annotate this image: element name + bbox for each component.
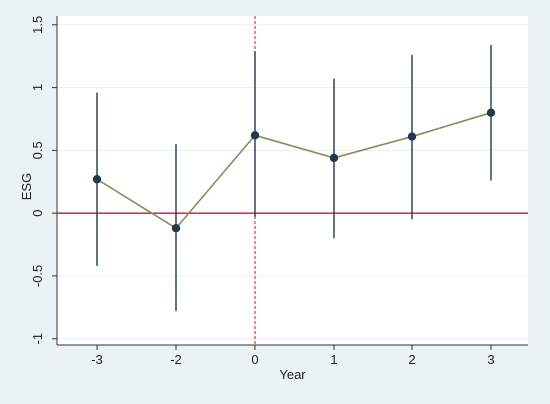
x-tick-label: 1: [330, 352, 337, 367]
estimate-point-1: [171, 224, 181, 233]
plot-area: [57, 16, 528, 345]
y-tick-label: -0.5: [30, 265, 45, 287]
estimate-point-0: [92, 175, 102, 184]
y-axis-title: ESG: [19, 173, 34, 200]
series: [92, 44, 496, 312]
y-tick-label: 1: [30, 84, 45, 91]
estimate-connector-line: [96, 111, 492, 230]
x-tick-label: 3: [487, 352, 494, 367]
axes: -1 -0.5 0 0.5 1 1.5 -3 -2 0 1 2 3: [30, 16, 528, 367]
estimate-point-3: [329, 153, 339, 163]
x-axis-title: Year: [279, 367, 306, 382]
y-tick-label: 0: [30, 210, 45, 217]
y-tick-label: -1: [30, 333, 45, 345]
reference-lines: [57, 16, 528, 345]
x-tick-label: 2: [408, 352, 415, 367]
x-tick-label: -3: [91, 352, 103, 367]
y-tick-label: 1.5: [30, 16, 45, 34]
x-tick-label: -2: [170, 352, 182, 367]
x-tick-label: 0: [251, 352, 258, 367]
estimate-point-2: [250, 131, 260, 140]
y-tick-label: 0.5: [30, 141, 45, 159]
estimate-point-5: [486, 108, 496, 117]
estimate-point-4: [407, 132, 417, 141]
